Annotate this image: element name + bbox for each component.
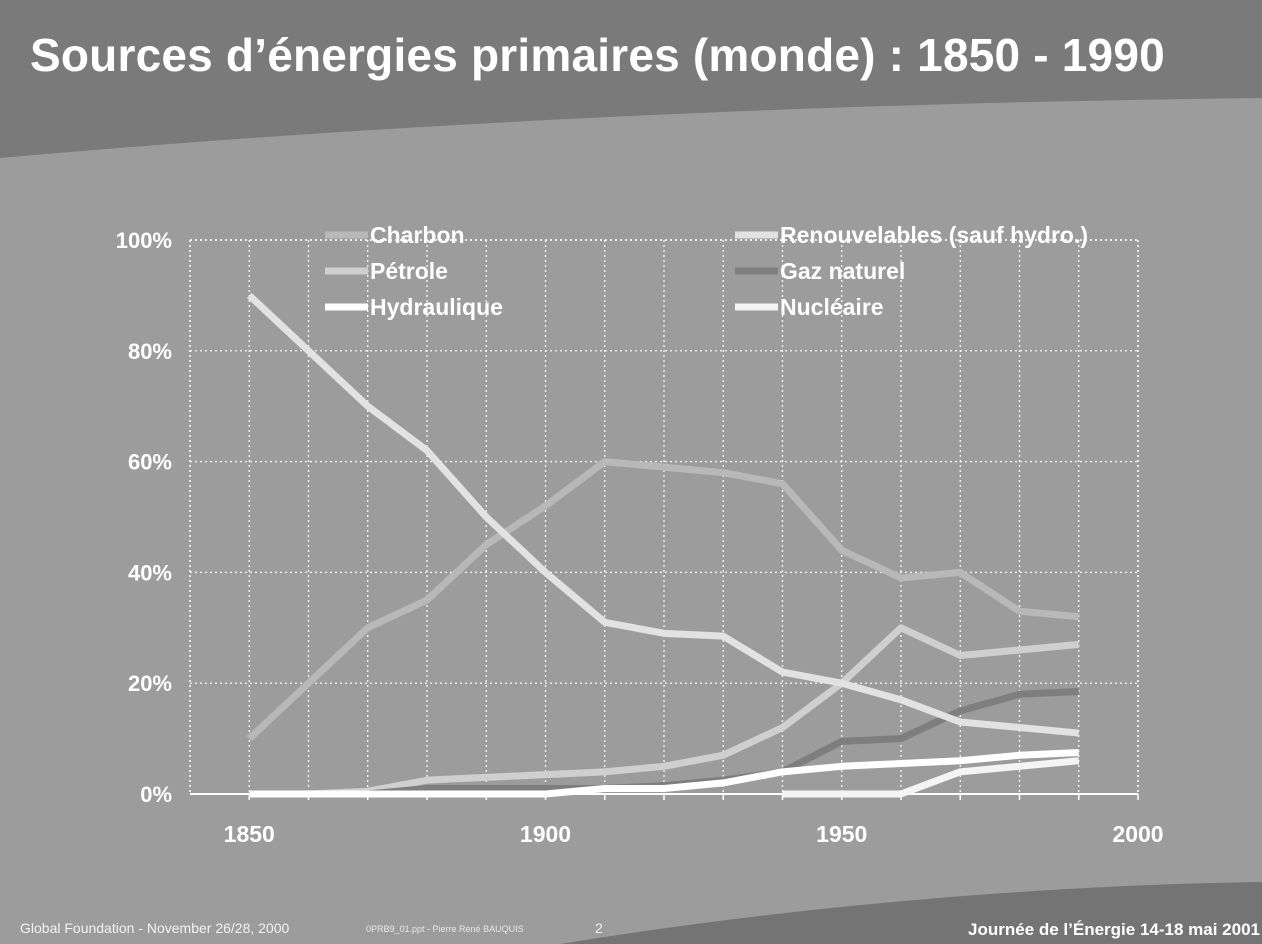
series-line <box>249 624 1080 798</box>
series-line <box>246 292 1080 737</box>
series-line <box>782 757 1080 798</box>
x-tick-label: 2000 <box>1112 821 1163 847</box>
legend-label: Renouvelables (sauf hydro.) <box>780 222 1088 248</box>
chart-axes: 0% 20% 40% 60% 80% 100% 1850 1900 1950 2000 <box>116 228 1164 847</box>
series-line <box>246 458 1080 742</box>
legend-label: Pétrole <box>370 258 448 284</box>
footer-band <box>560 882 1262 944</box>
legend-label: Nucléaire <box>780 294 884 320</box>
chart-grid <box>190 239 1139 794</box>
legend-label: Hydraulique <box>370 294 503 320</box>
footer-event: Journée de l’Énergie 14-18 mai 2001 <box>968 920 1260 939</box>
header-band <box>0 0 1262 158</box>
x-tick-label: 1850 <box>224 821 275 847</box>
footer-organization: Global Foundation - November 26/28, 2000 <box>20 920 290 936</box>
y-tick-label: 60% <box>128 450 172 475</box>
chart-legend: Charbon Pétrole Hydraulique Renouvelables (… <box>325 222 1088 320</box>
legend-label: Gaz naturel <box>780 258 905 284</box>
x-tick-label: 1950 <box>816 821 867 847</box>
chart-series <box>246 292 1080 798</box>
footer-file-name: 0PRB9_01.ppt - Pierre René BAUQUIS <box>366 924 524 934</box>
series-line <box>249 748 1079 798</box>
y-tick-label: 20% <box>128 671 172 696</box>
y-tick-label: 80% <box>128 339 172 364</box>
y-tick-label: 40% <box>128 560 172 585</box>
legend-label: Charbon <box>370 222 465 248</box>
footer-page-number: 2 <box>595 920 603 936</box>
x-tick-label: 1900 <box>520 821 571 847</box>
y-tick-label: 0% <box>140 782 172 807</box>
y-tick-label: 100% <box>116 228 172 253</box>
page-title: Sources d’énergies primaires (monde) : 1… <box>30 29 1165 81</box>
